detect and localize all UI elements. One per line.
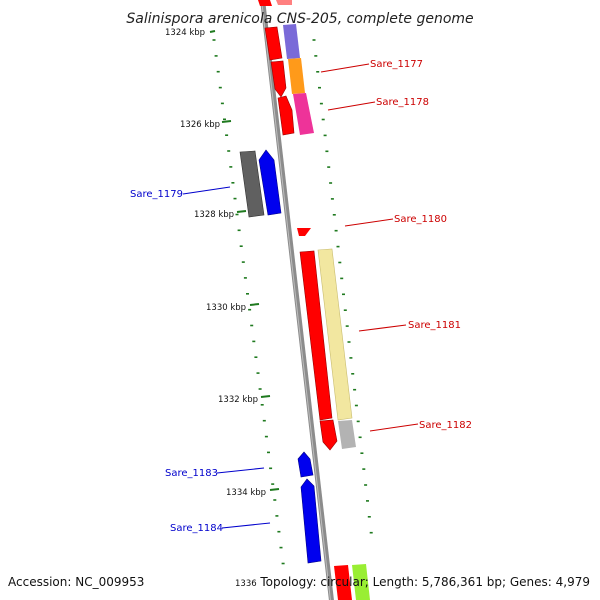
leader-line-sare-1181: [358, 324, 407, 332]
kbp-label-1334: 1334 kbp: [226, 488, 266, 498]
gene-label-sare-1184[interactable]: Sare_1184: [170, 523, 223, 534]
gene-feature-partial-bottom-red[interactable]: [334, 565, 352, 600]
leader-line-sare-1184: [221, 522, 271, 529]
gene-feature-sare-1177-orange[interactable]: [288, 58, 305, 94]
kbp-label-1324: 1324 kbp: [165, 28, 205, 38]
gene-feature-red-2[interactable]: [270, 60, 287, 98]
kbp-label-1330: 1330 kbp: [206, 303, 246, 313]
gene-label-sare-1180[interactable]: Sare_1180: [394, 214, 447, 225]
kbp-label-1336: 1336: [235, 579, 257, 589]
leader-line-sare-1179: [182, 186, 231, 195]
gene-features: [239, 0, 370, 600]
kbp-tick-1334: [269, 488, 280, 491]
topology-text: Topology: circular; Length: 5,786,361 bp…: [259, 575, 590, 589]
gene-feature-partial-top-red[interactable]: [258, 0, 272, 6]
genome-backbone: [260, 0, 334, 600]
kbp-tick-1330: [249, 303, 260, 306]
gene-feature-sare-1178-magenta[interactable]: [293, 93, 314, 135]
kbp-label-1332: 1332 kbp: [218, 395, 258, 405]
gene-label-sare-1183[interactable]: Sare_1183: [165, 468, 218, 479]
leader-line-sare-1178: [327, 101, 376, 111]
accession-text: Accession: NC_009953: [8, 575, 144, 589]
gene-feature-sare-1177-purple[interactable]: [283, 24, 300, 59]
gene-feature-partial-bottom-green[interactable]: [352, 564, 370, 600]
gene-feature-red-1[interactable]: [264, 26, 283, 61]
gene-feature-sare-1183[interactable]: [297, 451, 314, 478]
map-title: Salinispora arenicola CNS-205, complete …: [126, 11, 473, 27]
leader-line-sare-1180: [344, 218, 394, 227]
kbp-tick-1328: [236, 210, 247, 213]
gene-feature-sare-1182-red[interactable]: [319, 419, 338, 451]
leader-line-sare-1182: [369, 423, 419, 432]
gene-label-sare-1179[interactable]: Sare_1179: [130, 189, 183, 200]
gene-feature-partial-top-pink[interactable]: [276, 0, 292, 5]
kbp-label-1326: 1326 kbp: [180, 120, 220, 130]
kbp-markers: 1324 kbp 1326 kbp 1328 kbp 1330 kbp 1332…: [165, 28, 280, 589]
leader-line-sare-1183: [216, 467, 265, 474]
gene-feature-red-3[interactable]: [277, 95, 295, 136]
gene-labels: Sare_1177 Sare_1178 Sare_1179 Sare_1180 …: [130, 59, 472, 534]
gene-feature-sare-1180[interactable]: [297, 228, 311, 236]
ruler-ticks: [212, 39, 373, 565]
gene-feature-sare-1179-grey[interactable]: [239, 150, 265, 218]
gene-label-sare-1177[interactable]: Sare_1177: [370, 59, 423, 70]
gene-feature-sare-1181-yellow[interactable]: [317, 248, 353, 421]
kbp-tick-1332: [260, 395, 271, 398]
kbp-label-1328: 1328 kbp: [194, 210, 234, 220]
gene-label-sare-1182[interactable]: Sare_1182: [419, 420, 472, 431]
gene-feature-sare-1179-blue[interactable]: [258, 149, 282, 216]
gene-feature-sare-1184[interactable]: [300, 478, 322, 564]
gene-label-sare-1178[interactable]: Sare_1178: [376, 97, 429, 108]
gene-feature-sare-1181-red[interactable]: [299, 250, 333, 421]
leader-line-sare-1177: [320, 63, 370, 73]
kbp-tick-1326: [221, 120, 232, 123]
gene-feature-sare-1182-grey[interactable]: [338, 420, 356, 449]
gene-label-sare-1181[interactable]: Sare_1181: [408, 320, 461, 331]
genome-backbone-highlight: [261, 0, 331, 600]
kbp-tick-1324: [209, 30, 216, 33]
